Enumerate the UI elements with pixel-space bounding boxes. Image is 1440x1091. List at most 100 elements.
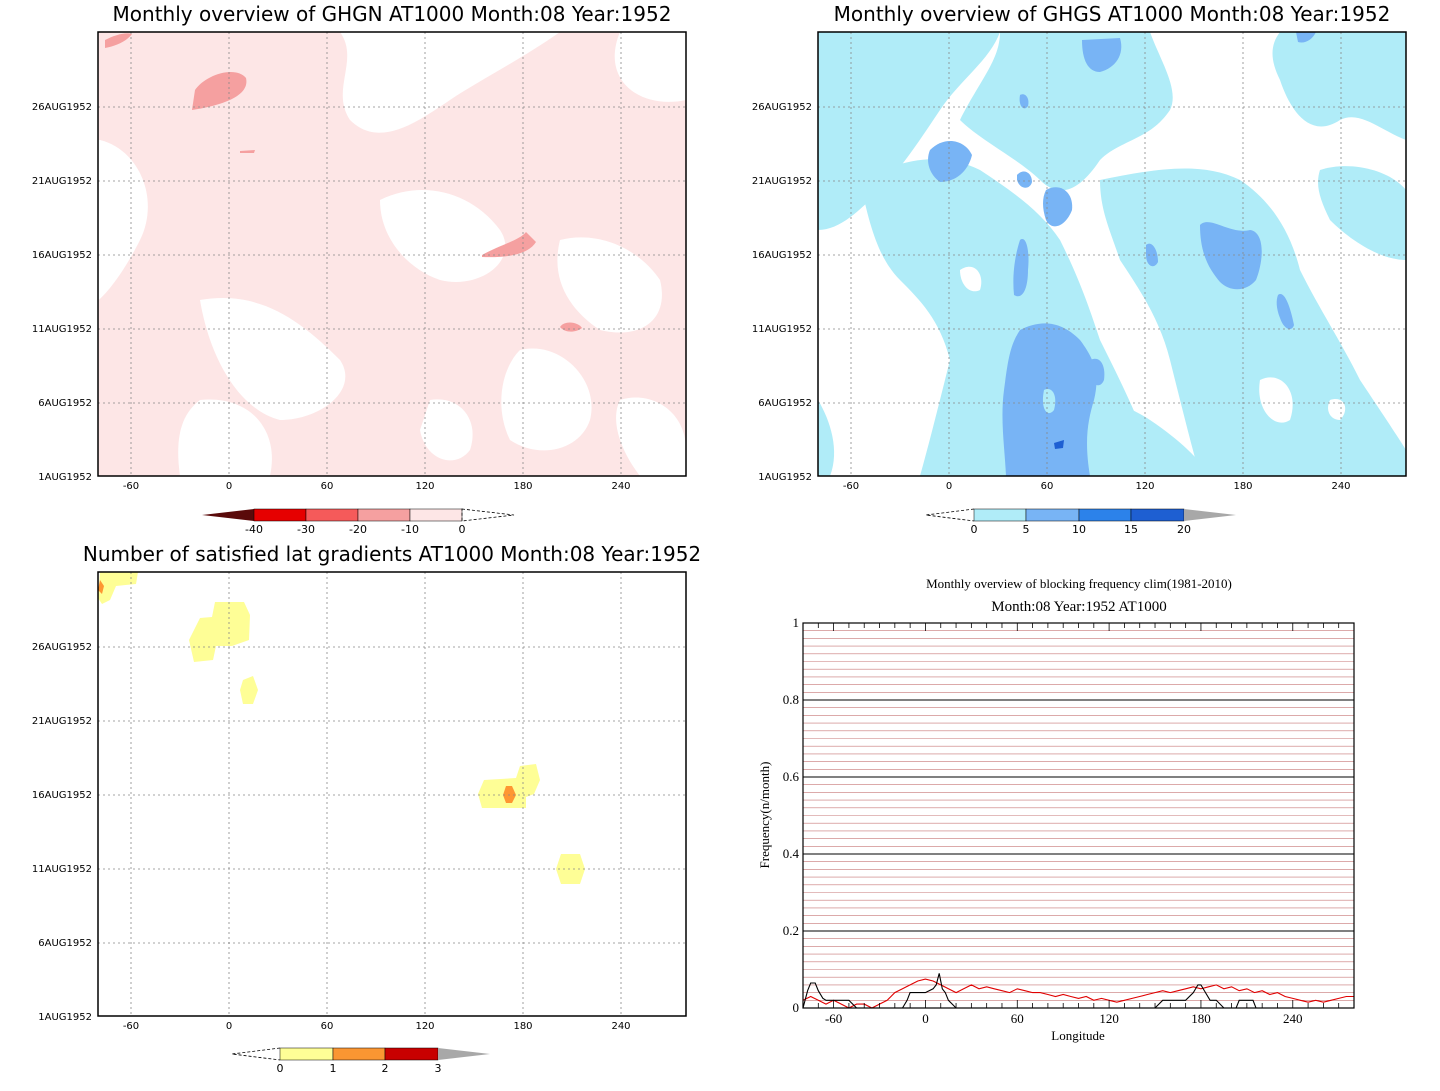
colorbar-swatch <box>202 509 254 521</box>
x-tick-label: 60 <box>321 1021 334 1032</box>
colorbar-label: 15 <box>1124 523 1138 536</box>
colorbar-swatch <box>332 1047 386 1061</box>
panel-ghgn-frame <box>97 31 687 477</box>
colorbar-label: 10 <box>1072 523 1086 536</box>
y-tick-label: 16AUG1952 <box>752 250 812 261</box>
y-tick-label: 0.2 <box>783 923 799 938</box>
panel-gradients-x-ticks: -60 0 60 120 180 240 <box>123 1021 631 1032</box>
panel-ghgs-x-ticks: -60 0 60 120 180 240 <box>843 481 1351 492</box>
y-tick-label: 6AUG1952 <box>758 398 812 409</box>
x-tick-label: 60 <box>1011 1011 1024 1026</box>
x-tick-label: -60 <box>123 1021 139 1032</box>
panel-ghgn-y-ticks: 1AUG1952 6AUG1952 11AUG1952 16AUG1952 21… <box>32 102 92 483</box>
x-tick-label: 240 <box>1331 481 1350 492</box>
panel-ghgn-field <box>98 32 686 476</box>
panel-gradients-y-ticks: 1AUG1952 6AUG1952 11AUG1952 16AUG1952 21… <box>32 642 92 1023</box>
colorbar-swatch <box>253 508 307 522</box>
x-tick-label: 180 <box>513 1021 532 1032</box>
series-line-0 <box>802 978 1354 1009</box>
y-tick-label: 26AUG1952 <box>752 102 812 113</box>
x-tick-label: 120 <box>415 1021 434 1032</box>
y-tick-label: 21AUG1952 <box>752 176 812 187</box>
colorbar-label: -10 <box>401 523 419 536</box>
panel-gradients: Number of satisfied lat gradients AT1000… <box>32 542 701 1075</box>
y-tick-label: 11AUG1952 <box>752 324 812 335</box>
chart-title: Monthly overview of blocking frequency c… <box>926 576 1232 591</box>
chart-y-ticks: 0 0.2 0.4 0.6 0.8 1 <box>783 615 800 1015</box>
y-tick-label: 1 <box>793 615 800 630</box>
x-tick-label: 180 <box>1191 1011 1211 1026</box>
colorbar-swatch <box>279 1047 334 1061</box>
colorbar-swatch <box>438 1048 490 1060</box>
colorbar-swatch <box>1078 508 1132 522</box>
x-tick-label: 60 <box>321 481 334 492</box>
colorbar-label: -30 <box>297 523 315 536</box>
panel-gradients-field <box>98 572 686 1016</box>
series-line-1 <box>802 973 1354 1009</box>
colorbar-label: 1 <box>330 1062 337 1075</box>
x-tick-label: -60 <box>843 481 859 492</box>
y-tick-label: 0.6 <box>783 769 800 784</box>
x-tick-label: -60 <box>123 481 139 492</box>
panel-ghgs-title: Monthly overview of GHGS AT1000 Month:08… <box>834 2 1391 26</box>
colorbar-label: 0 <box>459 523 466 536</box>
colorbar-label: 2 <box>382 1062 389 1075</box>
y-tick-label: 11AUG1952 <box>32 324 92 335</box>
x-tick-label: -60 <box>825 1011 842 1026</box>
panel-ghgn-title: Monthly overview of GHGN AT1000 Month:08… <box>113 2 672 26</box>
panel-ghgn-x-ticks: -60 0 60 120 180 240 <box>123 481 631 492</box>
y-tick-label: 26AUG1952 <box>32 102 92 113</box>
x-tick-label: 180 <box>513 481 532 492</box>
colorbar-swatch <box>409 508 463 522</box>
colorbar-label: 0 <box>277 1062 284 1075</box>
x-axis-label: Longitude <box>1051 1028 1105 1043</box>
y-tick-label: 6AUG1952 <box>38 938 92 949</box>
chart-subtitle: Month:08 Year:1952 AT1000 <box>991 599 1166 615</box>
panel-ghgs-frame <box>817 31 1407 477</box>
x-tick-label: 240 <box>611 481 630 492</box>
colorbar-label: 3 <box>435 1062 442 1075</box>
colorbar-label: 20 <box>1177 523 1191 536</box>
panel-ghgs-grid <box>818 32 1406 476</box>
y-tick-label: 1AUG1952 <box>758 472 812 483</box>
panel-ghgs-y-ticks: 1AUG1952 6AUG1952 11AUG1952 16AUG1952 21… <box>752 102 812 483</box>
x-tick-label: 120 <box>415 481 434 492</box>
colorbar-label: -40 <box>245 523 263 536</box>
x-tick-label: 0 <box>226 1021 232 1032</box>
x-tick-label: 120 <box>1099 1011 1119 1026</box>
x-tick-label: 240 <box>1283 1011 1303 1026</box>
chart-gridlines <box>803 630 1354 1001</box>
panel-ghgn: Monthly overview of GHGN AT1000 Month:08… <box>32 2 687 536</box>
colorbar-swatch <box>1025 508 1080 522</box>
colorbar-label: -20 <box>349 523 367 536</box>
panel-ghgn-colorbar: -40 -30 -20 -10 0 <box>202 508 515 536</box>
panel-ghgs-colorbar: 0 5 10 15 20 <box>925 508 1236 536</box>
panel-ghgn-grid <box>98 32 686 476</box>
y-tick-label: 1AUG1952 <box>38 472 92 483</box>
panel-gradients-title: Number of satisfied lat gradients AT1000… <box>83 542 701 566</box>
chart-x-ticks: -60 0 60 120 180 240 <box>817 623 1355 1026</box>
colorbar-swatch <box>384 1047 439 1061</box>
y-tick-label: 26AUG1952 <box>32 642 92 653</box>
panel-gradients-grid <box>98 572 686 1016</box>
colorbar-swatch <box>1184 509 1236 521</box>
panel-ghgs-field <box>818 32 1406 476</box>
y-tick-label: 11AUG1952 <box>32 864 92 875</box>
panel-ghgs: Monthly overview of GHGS AT1000 Month:08… <box>752 2 1407 536</box>
y-tick-label: 16AUG1952 <box>32 790 92 801</box>
panel-gradients-frame <box>97 571 687 1017</box>
y-tick-label: 0 <box>793 1000 800 1015</box>
colorbar-swatch <box>973 508 1027 522</box>
y-tick-label: 16AUG1952 <box>32 250 92 261</box>
y-tick-label: 0.4 <box>783 846 800 861</box>
x-tick-label: 0 <box>922 1011 929 1026</box>
y-tick-label: 21AUG1952 <box>32 176 92 187</box>
x-tick-label: 240 <box>611 1021 630 1032</box>
colorbar-swatch <box>305 508 359 522</box>
panel-blocking-frequency: Monthly overview of blocking frequency c… <box>757 576 1355 1043</box>
y-tick-label: 21AUG1952 <box>32 716 92 727</box>
x-tick-label: 180 <box>1233 481 1252 492</box>
colorbar-label: 5 <box>1023 523 1030 536</box>
colorbar-swatch <box>1130 508 1185 522</box>
